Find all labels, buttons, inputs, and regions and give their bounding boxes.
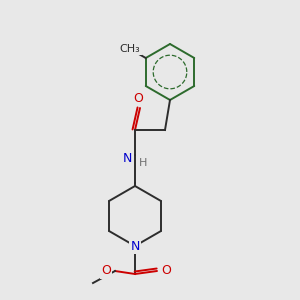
Text: CH₃: CH₃	[120, 44, 140, 54]
Text: O: O	[101, 265, 111, 278]
Text: H: H	[139, 158, 147, 168]
Text: O: O	[161, 265, 171, 278]
Text: N: N	[122, 152, 132, 166]
Text: N: N	[130, 239, 140, 253]
Text: O: O	[133, 92, 143, 104]
